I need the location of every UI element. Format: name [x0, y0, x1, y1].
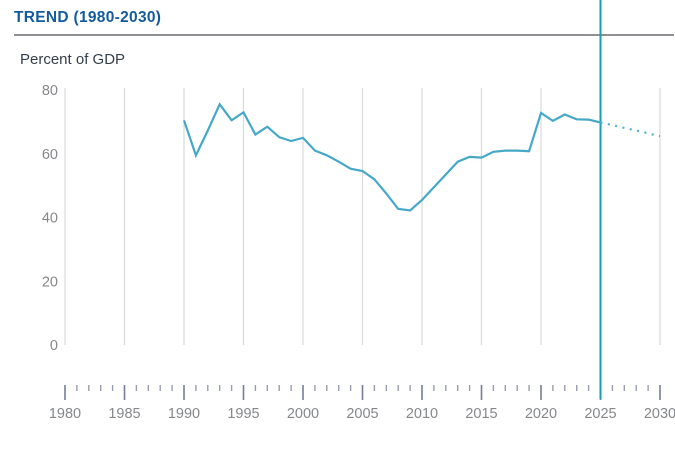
x-axis-tick-label: 2030	[644, 406, 675, 422]
y-axis-title: Percent of GDP	[20, 51, 126, 68]
x-axis-tick-label: 1980	[49, 406, 81, 422]
y-axis-tick-label: 40	[42, 211, 58, 227]
x-axis-tick-label: 2000	[287, 406, 319, 422]
x-axis-tick-label: 2020	[525, 406, 557, 422]
x-axis-tick-label: 1985	[108, 406, 140, 422]
x-axis-tick-label: 1990	[168, 406, 200, 422]
header-divider	[14, 34, 674, 36]
x-axis-tick-label: 2005	[346, 406, 378, 422]
y-axis-tick-label: 80	[42, 83, 58, 99]
trend-line-actual	[182, 102, 601, 212]
chart-title: TREND (1980-2030)	[14, 9, 162, 26]
trend-line-projection	[600, 121, 661, 138]
x-axis-tick-label: 2025	[584, 406, 616, 422]
y-axis-tick-label: 20	[42, 274, 58, 290]
y-axis-tick-label: 0	[50, 338, 58, 354]
x-axis-tick-label: 1995	[227, 406, 259, 422]
y-axis-tick-label: 60	[42, 147, 58, 163]
x-axis-tick-label: 2010	[406, 406, 438, 422]
x-axis-tick-label: 2015	[465, 406, 497, 422]
